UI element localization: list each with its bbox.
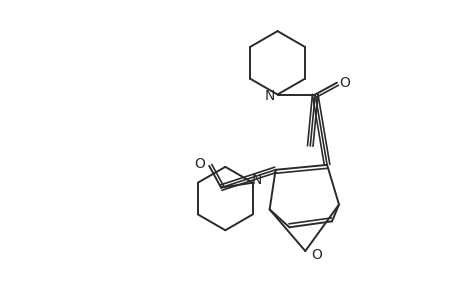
Text: O: O xyxy=(311,248,322,262)
Text: O: O xyxy=(339,76,350,90)
Text: O: O xyxy=(193,157,204,171)
Text: N: N xyxy=(251,173,261,187)
Text: N: N xyxy=(264,89,274,103)
